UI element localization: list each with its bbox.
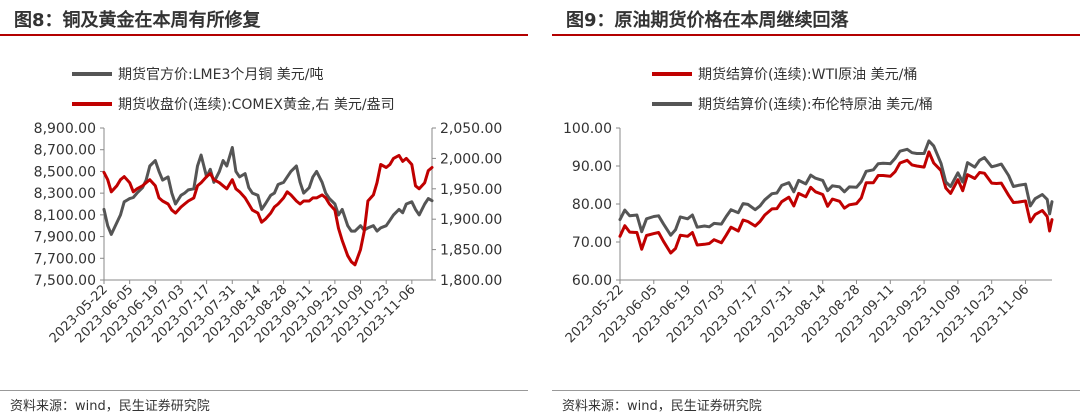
y-tick-label: 70.00	[572, 235, 612, 251]
legend-label: 期货官方价:LME3个月铜 美元/吨	[118, 66, 324, 83]
chart-panel-copper-gold: 图8：铜及黄金在本周有所修复 期货官方价:LME3个月铜 美元/吨期货收盘价(连…	[0, 0, 528, 416]
y-tick-label: 8,100.00	[34, 208, 96, 224]
panel-header: 图8：铜及黄金在本周有所修复	[0, 0, 528, 36]
y-tick-label: 8,900.00	[34, 121, 96, 137]
source-note: 资料来源：wind，民生证券研究院	[10, 399, 210, 414]
legend-label: 期货结算价(连续):布伦特原油 美元/桶	[698, 96, 933, 113]
source-divider	[552, 390, 1080, 391]
y-right-tick-label: 1,800.00	[440, 273, 502, 289]
chart-panel-crude-oil: 图9：原油期货价格在本周继续回落 期货结算价(连续):WTI原油 美元/桶 期货结…	[552, 0, 1080, 416]
y-tick-label: 8,300.00	[34, 186, 96, 202]
y-right-tick-label: 1,900.00	[440, 212, 502, 228]
y-tick-label: 7,700.00	[34, 251, 96, 267]
y-tick-label: 100.00	[563, 121, 612, 137]
source-note: 资料来源：wind，民生证券研究院	[562, 399, 762, 414]
series-line	[102, 146, 434, 236]
y-right-tick-label: 1,850.00	[440, 243, 502, 259]
chart-title: 图9：原油期货价格在本周继续回落	[566, 10, 849, 31]
y-tick-label: 60.00	[572, 273, 612, 289]
y-tick-label: 8,500.00	[34, 164, 96, 180]
y-right-tick-label: 2,050.00	[440, 121, 502, 137]
y-tick-label: 90.00	[572, 159, 612, 175]
series-line	[618, 150, 1054, 255]
series-line	[102, 153, 434, 267]
y-right-tick-label: 1,950.00	[440, 182, 502, 198]
y-right-tick-label: 2,000.00	[440, 151, 502, 167]
y-tick-label: 80.00	[572, 197, 612, 213]
y-tick-label: 7,900.00	[34, 230, 96, 246]
chart-title: 图8：铜及黄金在本周有所修复	[14, 10, 261, 31]
y-tick-label: 8,700.00	[34, 143, 96, 159]
y-tick-label: 7,500.00	[34, 273, 96, 289]
legend-label: 期货结算价(连续):WTI原油 美元/桶	[698, 66, 917, 83]
series-line	[618, 139, 1054, 237]
source-divider	[0, 390, 528, 391]
legend-label: 期货收盘价(连续):COMEX黄金,右 美元/盎司	[118, 96, 395, 113]
panel-header: 图9：原油期货价格在本周继续回落	[552, 0, 1080, 36]
